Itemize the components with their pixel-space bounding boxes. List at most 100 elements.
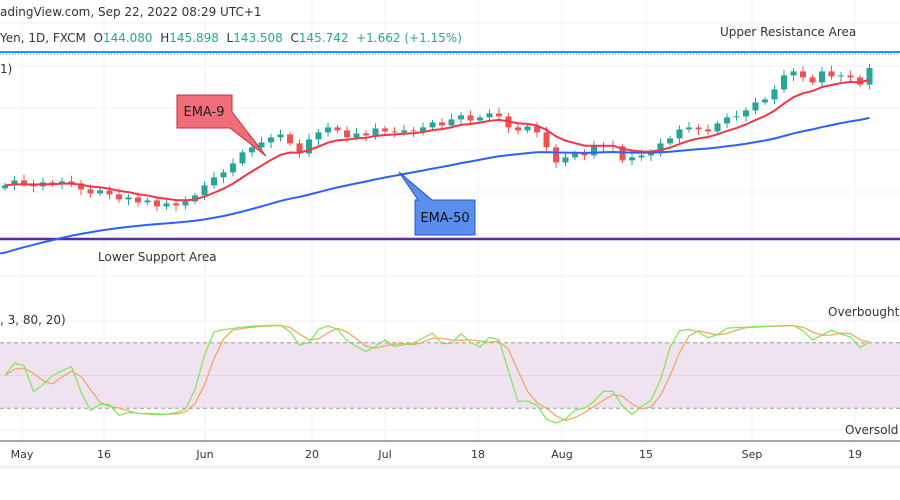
overbought-label: Overbought [828, 305, 900, 319]
candle-body [401, 130, 407, 133]
candle-body [249, 147, 255, 153]
candle-body [68, 181, 75, 184]
candle-body [458, 115, 464, 120]
candle-body [11, 180, 18, 186]
candle-body [334, 127, 341, 131]
candle-body [201, 185, 208, 196]
ohlc-legend: Yen, 1D, FXCM O144.080 H145.898 L143.508… [0, 31, 462, 45]
indicator-legend: 1) [0, 62, 13, 76]
candle-body [315, 132, 322, 140]
open-label: O [93, 31, 103, 45]
candle-body [382, 128, 388, 132]
ema-9-callout-text: EMA-9 [184, 105, 225, 120]
candle-body [391, 131, 398, 133]
ema-50-line [0, 116, 870, 255]
high-label: H [160, 31, 170, 45]
candle-body [619, 146, 626, 161]
candle-body [306, 139, 312, 154]
candle-body [116, 194, 122, 200]
candle-body [866, 67, 873, 85]
candle-body [87, 189, 94, 194]
x-tick-label: 16 [97, 448, 111, 461]
candle-body [553, 147, 559, 163]
x-tick-label: Sep [742, 448, 763, 461]
x-tick-label: Jul [377, 448, 391, 461]
candle-body [429, 122, 436, 128]
candle-body [2, 185, 8, 189]
candle-body [239, 152, 246, 164]
scroll-strip [0, 465, 900, 469]
candle-body [287, 134, 293, 144]
candle-body [790, 71, 797, 76]
candle-body [838, 75, 844, 77]
candle-body [515, 127, 521, 131]
candle-body [676, 129, 683, 139]
candle-body [667, 138, 673, 144]
x-tick-label: Aug [551, 448, 572, 461]
candle-body [562, 157, 569, 163]
candle-body [752, 102, 759, 111]
candle-body [325, 127, 331, 133]
open-value: 144.080 [102, 31, 153, 45]
high-value: 145.898 [169, 31, 219, 45]
close-value: 145.742 [298, 31, 349, 45]
ema-9-callout-box [176, 94, 267, 157]
ema-50-callout-text: EMA-50 [420, 211, 469, 226]
ema-9-callout: EMA-9 [176, 94, 267, 157]
candle-body [828, 71, 835, 77]
candle-body [781, 75, 787, 90]
candle-body [534, 126, 540, 133]
candle-body [686, 127, 692, 130]
ema-9-line [4, 78, 870, 202]
stochastic-k-line [4, 324, 870, 424]
x-tick-label: Jun [195, 448, 213, 461]
ema-50-callout: EMA-50 [398, 171, 476, 236]
candle-body [163, 203, 170, 207]
source-stamp: adingView.com, Sep 22, 2022 08:29 UTC+1 [0, 5, 262, 19]
candle-body [657, 143, 664, 153]
low-label: L [226, 31, 234, 45]
candle-body [78, 183, 84, 190]
candle-body [125, 197, 132, 200]
candle-body [467, 115, 474, 121]
candle-body [135, 197, 141, 203]
candle-body [220, 172, 227, 178]
stochastic-legend: , 3, 80, 20) [0, 313, 66, 327]
symbol: Yen, 1D, FXCM [0, 31, 86, 45]
candle-body [296, 143, 303, 154]
candle-body [420, 127, 426, 132]
candle-body [695, 127, 702, 130]
x-tick-label: 19 [848, 448, 862, 461]
candle-body [629, 157, 635, 161]
candle-body [714, 123, 721, 132]
candle-body [543, 132, 550, 148]
candle-body [572, 153, 578, 158]
candle-body [173, 203, 179, 206]
change-value: +1.662 (+1.15%) [356, 31, 462, 45]
candle-body [733, 116, 740, 118]
candle-body [724, 117, 730, 124]
x-tick-label: 15 [639, 448, 653, 461]
candle-body [144, 200, 151, 203]
candle-body [591, 146, 597, 156]
candle-body [182, 201, 189, 206]
candle-body [762, 99, 768, 103]
candle-body [268, 137, 274, 143]
candle-body [705, 129, 711, 132]
candle-body [857, 77, 863, 85]
candle-body [277, 134, 284, 138]
candle-body [847, 75, 854, 78]
x-tick-label: 20 [305, 448, 319, 461]
candle-body [809, 77, 816, 83]
candle-body [743, 110, 749, 117]
candle-body [21, 180, 27, 184]
candle-body [648, 152, 654, 156]
candle-body [230, 163, 236, 173]
low-value: 143.508 [233, 31, 283, 45]
candle-body [154, 200, 160, 207]
candle-body [410, 130, 417, 132]
ema-50-callout-box [398, 171, 476, 236]
candle-body [638, 155, 645, 158]
